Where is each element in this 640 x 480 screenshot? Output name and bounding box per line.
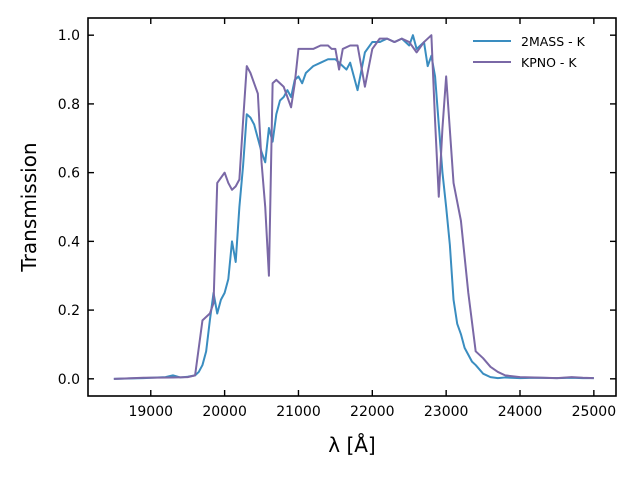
y-tick-label-2: 0.4 bbox=[58, 234, 80, 250]
y-tick-label-4: 0.8 bbox=[58, 97, 80, 113]
y-tick-label-3: 0.6 bbox=[58, 166, 80, 182]
x-tick-label-4: 23000 bbox=[424, 404, 469, 420]
x-tick-label-5: 24000 bbox=[498, 404, 543, 420]
legend-label-0: 2MASS - K bbox=[521, 34, 586, 49]
y-tick-label-1: 0.2 bbox=[58, 303, 80, 319]
y-tick-label-0: 0.0 bbox=[58, 372, 80, 388]
axis-ticks bbox=[88, 18, 616, 396]
x-tick-label-0: 19000 bbox=[128, 404, 173, 420]
y-tick-label-5: 1.0 bbox=[58, 28, 80, 44]
series-line-1 bbox=[113, 34, 594, 380]
x-tick-label-6: 25000 bbox=[572, 404, 617, 420]
x-tick-label-3: 22000 bbox=[350, 404, 395, 420]
x-tick-label-2: 21000 bbox=[276, 404, 321, 420]
series-line-0 bbox=[113, 34, 594, 380]
legend-label-1: KPNO - K bbox=[521, 55, 577, 70]
plot-frame bbox=[87, 17, 617, 397]
legend: 2MASS - K KPNO - K bbox=[473, 34, 586, 70]
x-tick-label-1: 20000 bbox=[202, 404, 247, 420]
y-axis-title: Transmission bbox=[17, 142, 41, 272]
tick-labels: 19000 20000 21000 22000 23000 24000 25000 0.0 0.… bbox=[58, 28, 616, 420]
plot-lines bbox=[113, 34, 594, 380]
x-axis-title: λ [Å] bbox=[328, 433, 375, 457]
